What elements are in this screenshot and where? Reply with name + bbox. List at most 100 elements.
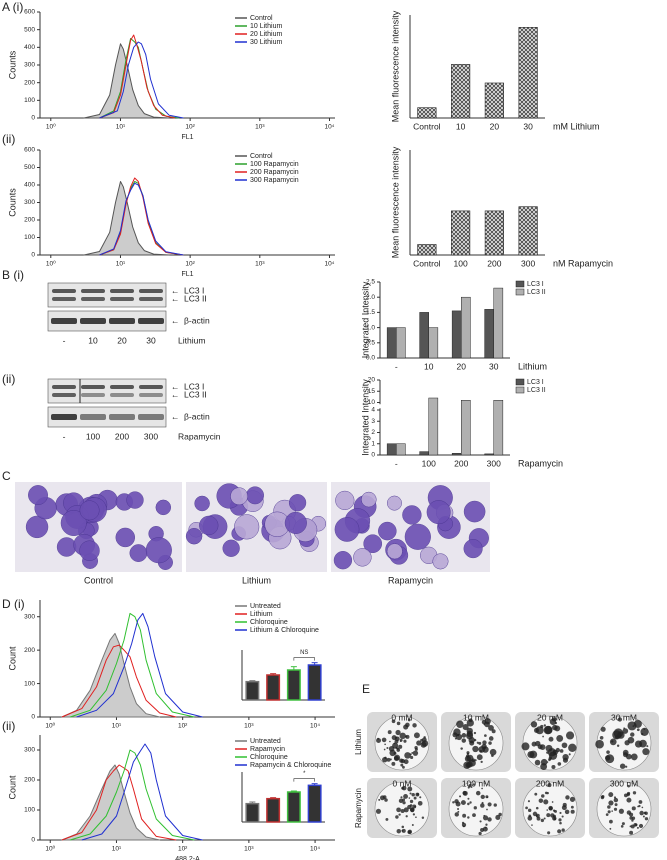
colony — [401, 785, 407, 791]
x-tick-label: 10⁴ — [310, 846, 320, 853]
y-axis-label: Counts — [7, 50, 17, 79]
y-tick-label: 100 — [24, 807, 35, 814]
colony — [633, 719, 642, 728]
colony — [570, 805, 574, 809]
condition-label: Lithium — [354, 729, 363, 755]
y-tick-label: 0 — [31, 714, 35, 721]
colony — [405, 722, 410, 728]
x-tick-label: 10² — [185, 124, 195, 131]
colony — [605, 813, 609, 816]
bar — [266, 674, 281, 701]
y-tick-label: 500 — [24, 26, 35, 33]
colony — [557, 829, 562, 834]
blot-actin — [47, 406, 167, 428]
colony — [546, 751, 549, 754]
colony — [409, 807, 415, 812]
colony — [629, 816, 633, 820]
colony — [376, 738, 382, 744]
colony — [620, 825, 624, 828]
y-tick-label: 100 — [24, 680, 35, 687]
y-tick-label: 400 — [24, 44, 35, 51]
colony — [400, 808, 405, 814]
colony — [479, 820, 482, 823]
colony — [638, 804, 641, 808]
colony — [387, 730, 392, 735]
y-axis-label: Integrated Intensity — [360, 281, 370, 358]
cell — [60, 510, 87, 536]
histogram-curve — [81, 743, 203, 841]
legend-label: 10 Lithium — [250, 23, 282, 30]
colony — [534, 792, 538, 796]
y-tick-label: 1.5 — [366, 309, 375, 316]
colony — [548, 806, 553, 811]
cell — [334, 517, 360, 542]
colony — [595, 739, 604, 749]
colony — [643, 811, 647, 815]
cell — [426, 500, 451, 525]
colony — [405, 735, 408, 738]
x-tick-label: Control — [413, 258, 441, 268]
band — [81, 297, 105, 301]
legend-label: Lithium & Chloroquine — [250, 627, 319, 634]
loading-label: β-actin — [184, 315, 210, 325]
colony — [478, 831, 482, 836]
x-tick-label: Control — [413, 121, 441, 131]
colony — [559, 811, 562, 815]
colony — [609, 819, 613, 824]
y-tick-label: 200 — [24, 79, 35, 86]
x-tick-label: 10² — [185, 261, 195, 268]
colony — [561, 828, 565, 832]
colony — [412, 804, 417, 809]
cell — [79, 540, 100, 561]
colony — [405, 815, 408, 818]
x-tick-label: - — [395, 361, 398, 371]
colony — [391, 761, 396, 766]
colony — [630, 732, 635, 737]
x-tick-label: 10⁴ — [310, 723, 320, 730]
colony — [415, 792, 420, 797]
band-label: LC3 I — [184, 285, 204, 295]
legend-label: 20 Lithium — [250, 31, 282, 38]
bar — [451, 210, 471, 256]
band — [139, 393, 163, 397]
y-tick-label: 3 — [371, 418, 375, 425]
x-tick-label: 10³ — [255, 261, 265, 268]
colony — [409, 799, 414, 804]
x-tick-label: 10³ — [244, 846, 254, 853]
colony — [564, 809, 570, 815]
colony — [527, 751, 535, 759]
band — [138, 318, 164, 324]
legend-swatch — [515, 288, 525, 296]
legend-label: Control — [250, 15, 273, 22]
colony — [487, 802, 492, 807]
cell — [402, 505, 422, 525]
colony — [536, 816, 541, 821]
colony — [639, 810, 644, 816]
band-label: ← — [171, 389, 180, 399]
y-tick-label: 200 — [24, 217, 35, 224]
colony — [540, 763, 548, 770]
colony — [561, 815, 564, 818]
histogram-curve — [99, 177, 184, 256]
colony — [487, 817, 492, 822]
colony — [403, 794, 408, 799]
colony — [624, 740, 630, 746]
histogram-curve — [83, 43, 170, 119]
colony — [488, 736, 494, 741]
colony — [600, 795, 605, 800]
cell — [386, 543, 403, 560]
colony — [485, 826, 487, 829]
colony — [547, 783, 552, 788]
cell — [353, 548, 372, 567]
histogram-curve — [76, 612, 203, 718]
y-tick-label: 1.0 — [366, 324, 375, 331]
colony — [486, 808, 488, 811]
colony — [630, 824, 635, 829]
bar — [451, 310, 462, 359]
bar — [484, 210, 504, 256]
colony — [546, 813, 551, 818]
colony — [416, 740, 422, 746]
x-tick-label: 10² — [178, 723, 188, 730]
cell — [28, 485, 48, 506]
colony — [556, 734, 564, 742]
